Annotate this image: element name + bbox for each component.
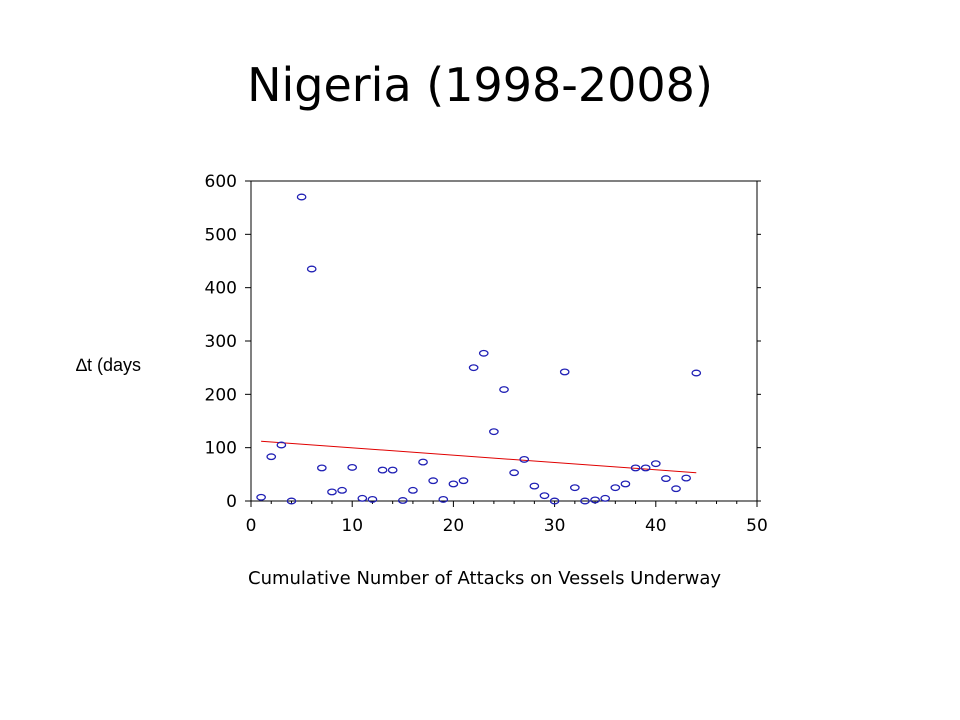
data-point: [337, 486, 347, 494]
x-tick-label: 10: [341, 516, 363, 536]
data-point: [418, 458, 428, 466]
data-point: [408, 486, 418, 494]
data-point: [256, 493, 266, 501]
data-point: [276, 441, 287, 449]
data-point: [661, 475, 671, 483]
data-point: [509, 469, 519, 477]
x-tick-label: 30: [544, 516, 566, 536]
data-point: [580, 497, 590, 505]
data-point: [671, 485, 681, 493]
data-point: [620, 480, 631, 488]
data-point: [316, 464, 327, 472]
data-point: [640, 464, 651, 472]
data-point: [549, 497, 560, 505]
data-point: [347, 463, 358, 471]
y-tick-label: 200: [205, 385, 237, 405]
data-point: [559, 368, 570, 376]
data-point: [327, 488, 337, 496]
data-point: [630, 464, 641, 472]
data-point: [468, 364, 479, 372]
data-point: [387, 466, 398, 474]
data-point: [428, 477, 439, 485]
data-point: [448, 480, 459, 488]
x-axis-label: Cumulative Number of Attacks on Vessels …: [248, 568, 722, 589]
x-tick-label: 20: [443, 516, 465, 536]
y-axis-label: ∆t (days: [76, 355, 142, 375]
data-point: [519, 455, 530, 463]
trend-line-group: [261, 440, 697, 474]
trend-line: [261, 440, 697, 474]
data-point: [296, 193, 307, 201]
data-point: [691, 369, 702, 377]
data-point: [367, 495, 378, 503]
y-tick-label: 100: [205, 439, 237, 459]
data-point: [458, 477, 469, 485]
data-point: [397, 497, 408, 504]
x-tick-label: 40: [645, 516, 667, 536]
data-point: [489, 428, 499, 436]
plot-frame: [250, 180, 758, 502]
y-tick-label: 500: [205, 225, 237, 245]
y-tick-label: 400: [205, 279, 237, 299]
y-tick-label: 300: [205, 332, 237, 352]
data-point: [539, 492, 550, 500]
data-point: [681, 474, 692, 482]
data-point: [610, 484, 621, 492]
x-tick-label: 0: [246, 516, 257, 536]
page-title: Nigeria (1998-2008): [247, 58, 713, 112]
data-point: [650, 460, 661, 468]
data-point: [357, 494, 368, 502]
data-point: [306, 265, 317, 273]
y-tick-label: 600: [205, 172, 237, 192]
chart-ticks: 0 100 200 300 400 500 600 0 10 20 30 40 50: [205, 172, 768, 536]
data-points: [256, 193, 702, 505]
data-point: [590, 496, 600, 504]
data-point: [600, 494, 611, 502]
data-point: [377, 466, 388, 474]
chart-axes: [250, 180, 758, 502]
data-point: [438, 495, 449, 503]
data-point: [478, 349, 489, 357]
data-point: [286, 497, 297, 505]
data-point: [266, 453, 277, 461]
y-tick-label: 0: [226, 492, 237, 512]
data-point: [529, 482, 540, 490]
x-tick-label: 50: [746, 516, 768, 536]
data-point: [569, 484, 580, 492]
data-point: [499, 386, 509, 393]
